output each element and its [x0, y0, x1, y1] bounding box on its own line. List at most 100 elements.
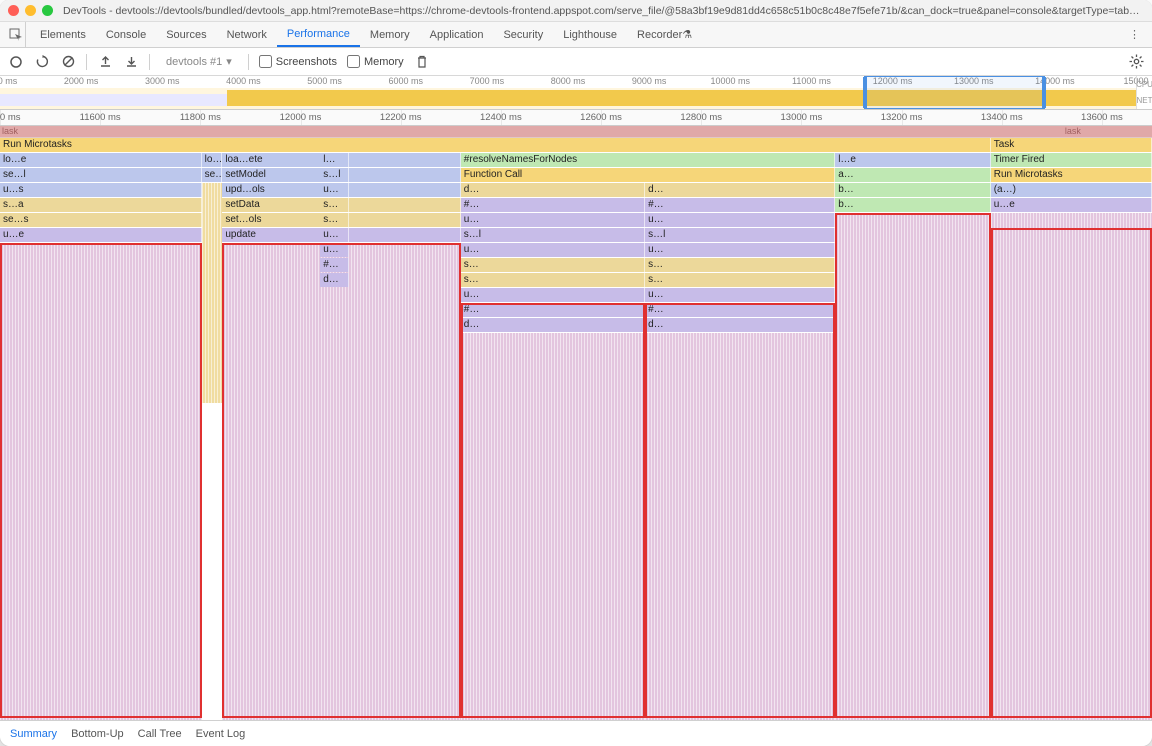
screenshots-checkbox[interactable]: Screenshots: [259, 55, 337, 68]
flame-frame[interactable]: #…: [645, 303, 835, 317]
tab-lighthouse[interactable]: Lighthouse: [553, 22, 627, 47]
flame-frame[interactable]: s…: [320, 213, 349, 227]
tab-recorder[interactable]: Recorder ⚗: [627, 22, 702, 47]
brush-handle-right[interactable]: [1042, 77, 1046, 108]
detail-tick: 13400 ms: [981, 112, 1023, 123]
brush-handle-left[interactable]: [863, 77, 867, 108]
flame-frame[interactable]: l…: [320, 153, 349, 167]
flame-frame[interactable]: s…l: [320, 168, 349, 182]
flame-frame[interactable]: #resolveNamesForNodes: [461, 153, 835, 167]
flame-frame[interactable]: (a…): [991, 183, 1152, 197]
tab-elements[interactable]: Elements: [30, 22, 96, 47]
tab-console[interactable]: Console: [96, 22, 156, 47]
flame-frame[interactable]: lo…e: [0, 153, 202, 167]
flame-frame[interactable]: u…e: [991, 198, 1152, 212]
gear-icon[interactable]: [1128, 54, 1144, 70]
details-tab-call-tree[interactable]: Call Tree: [138, 728, 182, 740]
chevron-down-icon: ▾: [226, 55, 232, 68]
flame-frame[interactable]: se…l: [202, 168, 223, 182]
download-icon[interactable]: [123, 54, 139, 70]
flame-frame[interactable]: s…: [645, 273, 835, 287]
flame-frame[interactable]: u…s: [0, 183, 202, 197]
flame-frame[interactable]: Run Microtasks: [991, 168, 1152, 182]
flame-frame[interactable]: se…l: [0, 168, 202, 182]
overview-strip[interactable]: 1000 ms2000 ms3000 ms4000 ms5000 ms6000 …: [0, 76, 1152, 110]
flame-frame[interactable]: se…s: [0, 213, 202, 227]
flame-frame[interactable]: d…: [461, 318, 645, 332]
tab-memory[interactable]: Memory: [360, 22, 420, 47]
flame-deep-stack[interactable]: [991, 213, 1152, 720]
flame-frame[interactable]: u…: [320, 183, 349, 197]
flame-frame[interactable]: u…: [461, 288, 645, 302]
flame-deep-stack[interactable]: [0, 243, 202, 720]
flame-frame[interactable]: b…: [835, 183, 991, 197]
flame-frame[interactable]: d…: [645, 183, 835, 197]
flame-frame[interactable]: d…: [461, 183, 645, 197]
flame-frame[interactable]: s…a: [0, 198, 202, 212]
reload-icon[interactable]: [34, 54, 50, 70]
flame-frame[interactable]: u…: [461, 213, 645, 227]
trash-icon[interactable]: [414, 54, 430, 70]
details-tab-event-log[interactable]: Event Log: [196, 728, 246, 740]
flame-frame[interactable]: l…e: [835, 153, 991, 167]
detail-ruler[interactable]: 11400 ms11600 ms11800 ms12000 ms12200 ms…: [0, 110, 1152, 126]
flame-frame[interactable]: s…: [461, 258, 645, 272]
profile-dropdown[interactable]: devtools #1 ▾: [160, 53, 238, 70]
flame-frame[interactable]: s…: [320, 198, 349, 212]
flame-frame[interactable]: lo…e: [202, 153, 223, 167]
flame-deep-stack[interactable]: [645, 333, 835, 720]
close-icon[interactable]: [8, 5, 19, 16]
tab-performance[interactable]: Performance: [277, 22, 360, 47]
flame-frame[interactable]: u…: [645, 213, 835, 227]
flame-frame[interactable]: Function Call: [461, 168, 835, 182]
flame-frame[interactable]: #…: [645, 198, 835, 212]
devtools-window: DevTools - devtools://devtools/bundled/d…: [0, 0, 1152, 746]
detail-tick: 12200 ms: [380, 112, 422, 123]
record-icon[interactable]: [8, 54, 24, 70]
flame-deep-stack[interactable]: [461, 333, 645, 720]
flame-frame[interactable]: u…e: [0, 228, 202, 242]
flame-frame[interactable]: b…: [835, 198, 991, 212]
flame-frame[interactable]: u…: [320, 243, 349, 257]
flame-frame[interactable]: u…: [645, 243, 835, 257]
detail-tick: 12600 ms: [580, 112, 622, 123]
flame-frame[interactable]: #…: [461, 198, 645, 212]
inspect-element-icon[interactable]: [6, 22, 26, 47]
flame-frame[interactable]: u…: [320, 228, 349, 242]
flame-frame[interactable]: s…: [461, 273, 645, 287]
tab-sources[interactable]: Sources: [156, 22, 216, 47]
flame-frame[interactable]: d…: [320, 273, 349, 287]
flame-frame[interactable]: #…: [320, 258, 349, 272]
flame-frame[interactable]: u…: [645, 288, 835, 302]
details-tab-bottom-up[interactable]: Bottom-Up: [71, 728, 124, 740]
overview-brush[interactable]: [864, 76, 1045, 109]
tab-security[interactable]: Security: [493, 22, 553, 47]
kebab-icon[interactable]: ⋮: [1123, 28, 1146, 41]
details-tab-summary[interactable]: Summary: [10, 728, 57, 740]
minimize-icon[interactable]: [25, 5, 36, 16]
memory-checkbox[interactable]: Memory: [347, 55, 404, 68]
tab-application[interactable]: Application: [420, 22, 494, 47]
flame-frame[interactable]: d…: [645, 318, 835, 332]
flame-frame[interactable]: Run Microtasks: [0, 138, 991, 152]
flame-chart[interactable]: Run Microtaskslo…ese…lu…ss…ase…su…eu…e#……: [0, 138, 1152, 720]
traffic-lights: [8, 5, 53, 16]
flame-frame[interactable]: s…: [645, 258, 835, 272]
perf-toolbar: devtools #1 ▾ Screenshots Memory: [0, 48, 1152, 76]
flame-deep-stack[interactable]: [222, 243, 460, 720]
detail-tick: 11600 ms: [80, 112, 121, 123]
flame-frame[interactable]: s…l: [645, 228, 835, 242]
flame-frame[interactable]: Timer Fired: [991, 153, 1152, 167]
flame-frame[interactable]: s…l: [461, 228, 645, 242]
upload-icon[interactable]: [97, 54, 113, 70]
overview-tick: 8000 ms: [551, 76, 586, 86]
tab-network[interactable]: Network: [217, 22, 277, 47]
flame-frame[interactable]: Task: [991, 138, 1152, 152]
flame-frame[interactable]: #…: [461, 303, 645, 317]
detail-tick: 12000 ms: [280, 112, 322, 123]
flame-deep-stack[interactable]: [835, 213, 991, 720]
flame-frame[interactable]: a…: [835, 168, 991, 182]
flame-frame[interactable]: u…: [461, 243, 645, 257]
clear-icon[interactable]: [60, 54, 76, 70]
zoom-icon[interactable]: [42, 5, 53, 16]
